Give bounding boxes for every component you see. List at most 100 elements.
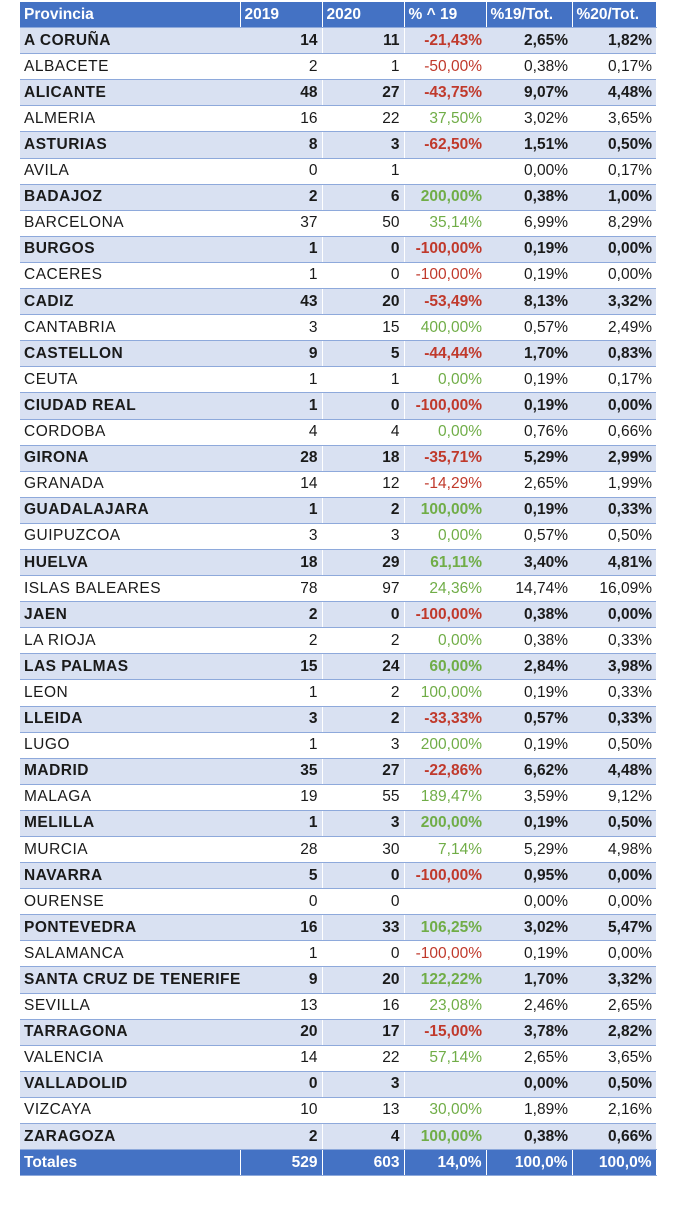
share-2020-cell: 2,99% xyxy=(572,445,656,472)
share-2019-cell: 14,74% xyxy=(486,575,572,603)
table-body: A CORUÑA 14 11 -21,43% 2,65% 1,82% ALBACETE 2 1-… xyxy=(20,27,656,1151)
share-2020-cell: 0,50% xyxy=(572,1071,656,1098)
table-row: GIRONA 28 18 -35,71% 5,29% 2,99% xyxy=(20,445,656,472)
value-2020-cell: 50 xyxy=(322,210,405,237)
change-cell xyxy=(404,158,486,185)
header-share-2020: %20/Tot. xyxy=(572,2,657,29)
provincia-cell: VALLADOLID xyxy=(20,1071,240,1098)
share-2019-cell: 0,57% xyxy=(486,314,572,342)
table-row: HUELVA 18 29 61,11% 3,40% 4,81% xyxy=(20,549,656,577)
value-2020-cell: 4 xyxy=(322,419,405,446)
table-row: CADIZ 43 20 -53,49% 8,13% 3,32% xyxy=(20,288,656,316)
table-row: BADAJOZ 2 6 200,00% 0,38% 1,00% xyxy=(20,184,656,211)
value-2019-cell: 2 xyxy=(240,184,323,211)
value-2019-cell: 2 xyxy=(240,627,323,655)
value-2020-cell: 55 xyxy=(322,784,405,811)
share-2020-cell: 9,12% xyxy=(572,784,656,811)
change-cell xyxy=(404,1071,486,1098)
value-2019-cell: 8 xyxy=(240,131,323,159)
value-2020-cell: 1 xyxy=(322,158,405,185)
share-2019-cell: 1,70% xyxy=(486,966,572,994)
provincia-cell: MURCIA xyxy=(20,836,240,864)
provincia-cell: CIUDAD REAL xyxy=(20,392,240,420)
provincia-cell: GUIPUZCOA xyxy=(20,523,240,550)
provincia-cell: LA RIOJA xyxy=(20,627,240,655)
share-2019-cell: 0,19% xyxy=(486,236,572,263)
value-2019-cell: 1 xyxy=(240,366,323,394)
share-2020-cell: 0,33% xyxy=(572,679,656,707)
value-2019-cell: 3 xyxy=(240,706,323,733)
change-cell: 200,00% xyxy=(404,732,486,759)
provincia-cell: LAS PALMAS xyxy=(20,653,240,681)
change-cell: -35,71% xyxy=(404,445,486,472)
share-2020-cell: 3,65% xyxy=(572,1045,656,1072)
table-row: GRANADA 14 12 -14,29% 2,65% 1,99% xyxy=(20,471,656,498)
value-2020-cell: 20 xyxy=(322,288,405,316)
value-2020-cell: 0 xyxy=(322,862,405,890)
share-2019-cell: 2,65% xyxy=(486,27,572,55)
share-2019-cell: 0,19% xyxy=(486,732,572,759)
share-2019-cell: 0,38% xyxy=(486,53,572,81)
provincia-cell: BURGOS xyxy=(20,236,240,263)
value-2019-cell: 1 xyxy=(240,497,323,524)
change-cell: 100,00% xyxy=(404,497,486,524)
value-2019-cell: 1 xyxy=(240,236,323,263)
value-2020-cell: 3 xyxy=(322,1071,405,1098)
share-2020-cell: 2,65% xyxy=(572,993,656,1020)
change-cell: -21,43% xyxy=(404,27,486,55)
change-cell: 0,00% xyxy=(404,419,486,446)
share-2020-cell: 0,17% xyxy=(572,366,656,394)
share-2020-cell: 2,82% xyxy=(572,1019,656,1046)
value-2020-cell: 30 xyxy=(322,836,405,864)
value-2020-cell: 2 xyxy=(322,627,405,655)
provincia-cell: OURENSE xyxy=(20,888,240,916)
header-2020: 2020 xyxy=(322,2,405,29)
value-2019-cell: 1 xyxy=(240,262,323,290)
provincia-cell: SANTA CRUZ DE TENERIFE xyxy=(20,966,240,994)
table-row: VALLADOLID 0 3 0,00% 0,50% xyxy=(20,1071,656,1098)
share-2019-cell: 0,00% xyxy=(486,1071,572,1098)
value-2019-cell: 2 xyxy=(240,601,323,629)
table-row: MELILLA 1 3 200,00% 0,19% 0,50% xyxy=(20,810,656,838)
table-row: NAVARRA 5 0 -100,00% 0,95% 0,00% xyxy=(20,862,656,890)
share-2020-cell: 1,99% xyxy=(572,471,656,498)
table-row: OURENSE 0 0 0,00% 0,00% xyxy=(20,888,656,916)
share-2020-cell: 0,66% xyxy=(572,419,656,446)
share-2020-cell: 0,17% xyxy=(572,53,656,81)
share-2020-cell: 0,50% xyxy=(572,523,656,550)
value-2020-cell: 1 xyxy=(322,53,405,81)
share-2020-cell: 8,29% xyxy=(572,210,656,237)
table-row: LAS PALMAS 15 24 60,00% 2,84% 3,98% xyxy=(20,653,656,681)
share-2019-cell: 2,65% xyxy=(486,1045,572,1072)
value-2019-cell: 19 xyxy=(240,784,323,811)
change-cell: 60,00% xyxy=(404,653,486,681)
share-2019-cell: 3,59% xyxy=(486,784,572,811)
totals-share-2019: 100,0% xyxy=(486,1149,573,1177)
value-2019-cell: 1 xyxy=(240,679,323,707)
share-2019-cell: 0,00% xyxy=(486,888,572,916)
share-2020-cell: 0,17% xyxy=(572,158,656,185)
share-2019-cell: 0,57% xyxy=(486,706,572,733)
share-2019-cell: 1,89% xyxy=(486,1097,572,1125)
change-cell: -100,00% xyxy=(404,862,486,890)
provincia-cell: ALICANTE xyxy=(20,79,240,107)
value-2019-cell: 5 xyxy=(240,862,323,890)
provincia-cell: AVILA xyxy=(20,158,240,185)
table-row: BURGOS 1 0 -100,00% 0,19% 0,00% xyxy=(20,236,656,263)
change-cell: 106,25% xyxy=(404,914,486,942)
share-2019-cell: 2,84% xyxy=(486,653,572,681)
value-2019-cell: 14 xyxy=(240,27,323,55)
change-cell: 61,11% xyxy=(404,549,486,577)
share-2019-cell: 6,62% xyxy=(486,758,572,785)
value-2020-cell: 16 xyxy=(322,993,405,1020)
share-2019-cell: 1,51% xyxy=(486,131,572,159)
provincia-cell: VIZCAYA xyxy=(20,1097,240,1125)
header-row: Provincia 2019 2020 % ^ 19 %19/Tot. %20/… xyxy=(20,2,657,29)
value-2019-cell: 14 xyxy=(240,1045,323,1072)
value-2019-cell: 0 xyxy=(240,888,323,916)
share-2019-cell: 2,46% xyxy=(486,993,572,1020)
change-cell: -100,00% xyxy=(404,940,486,968)
value-2020-cell: 24 xyxy=(322,653,405,681)
change-cell: 57,14% xyxy=(404,1045,486,1072)
totals-label: Totales xyxy=(20,1149,241,1177)
